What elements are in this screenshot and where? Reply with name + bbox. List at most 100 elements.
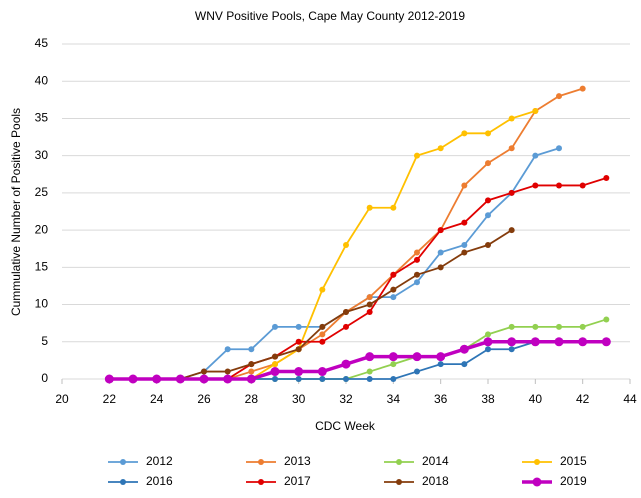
data-point [459,344,469,354]
data-point [248,368,255,375]
data-point [272,353,278,360]
data-point [603,316,610,323]
data-point [532,182,539,189]
data-point [483,337,493,347]
data-point [436,352,446,362]
data-point [414,256,420,263]
data-point [272,376,278,382]
data-point [201,368,207,375]
data-point [556,93,562,100]
chart-title: WNV Positive Pools, Cape May County 2012… [195,9,465,23]
data-point [532,323,539,330]
x-tick-label: 34 [387,392,401,406]
x-tick-label: 26 [197,392,211,406]
data-point [366,301,373,308]
data-point [461,249,468,256]
data-point [295,323,302,330]
x-tick-label: 40 [529,392,543,406]
data-point [556,145,562,152]
y-tick-label: 45 [35,36,49,50]
data-point [295,338,302,345]
data-point [272,323,278,330]
data-point [295,346,302,353]
data-point [224,346,231,353]
legend-label: 2015 [560,454,587,468]
legend-marker [120,459,126,465]
data-point [601,337,611,347]
data-point [343,309,349,315]
series-line [109,340,607,381]
y-axis-label: Cummulative Number of Positive Pools [9,108,23,316]
data-point [366,294,373,301]
data-point [390,271,397,278]
data-point [461,361,468,368]
x-tick-label: 44 [623,392,637,406]
data-point [319,331,326,338]
data-point [507,337,517,347]
data-point [248,361,255,368]
legend-marker [258,459,264,465]
x-tick-label: 24 [150,392,164,406]
data-point [341,359,351,369]
data-point [578,337,588,347]
y-tick-label: 30 [35,148,49,162]
data-point [390,361,397,368]
data-point [579,85,586,92]
series-line [109,177,607,380]
legend-marker [534,459,540,465]
data-point [579,182,586,189]
data-point [508,115,515,122]
x-tick-label: 38 [481,392,495,406]
data-point [508,145,515,152]
legend-marker [258,479,264,485]
legend-label: 2014 [422,454,449,468]
data-point [508,323,515,330]
data-point [414,152,420,159]
legend-marker [396,459,402,465]
y-tick-label: 40 [35,73,49,87]
data-point [390,286,397,293]
data-point [390,204,397,211]
data-point [461,130,468,137]
data-point [603,175,610,181]
data-point [295,376,302,382]
data-point [532,108,539,114]
data-point [414,368,420,375]
x-tick-label: 22 [103,392,117,406]
data-point [485,346,491,353]
legend-label: 2019 [560,474,587,488]
data-point [224,368,231,375]
data-point [461,219,468,226]
y-tick-label: 5 [41,334,48,348]
data-point [554,337,564,347]
data-point [414,249,420,256]
data-point [556,323,562,330]
data-point [317,367,327,377]
data-point [508,227,515,234]
data-point [365,352,375,362]
y-tick-label: 0 [41,371,48,385]
legend-marker [532,477,542,487]
data-point [248,346,255,353]
data-point [412,352,422,362]
data-point [508,346,515,353]
data-point [272,361,278,368]
data-point [532,152,539,159]
x-tick-label: 32 [339,392,353,406]
legend-label: 2018 [422,474,449,488]
data-point [366,368,373,375]
data-point [485,197,491,204]
data-point [437,361,444,368]
data-point [437,145,444,152]
data-point [508,189,515,196]
x-tick-label: 30 [292,392,306,406]
data-point [485,242,491,248]
data-point [556,182,562,189]
data-point [388,352,398,362]
data-point [319,376,326,382]
data-point [461,182,468,189]
data-point [461,242,468,248]
data-point [530,337,540,347]
data-point [579,323,586,330]
